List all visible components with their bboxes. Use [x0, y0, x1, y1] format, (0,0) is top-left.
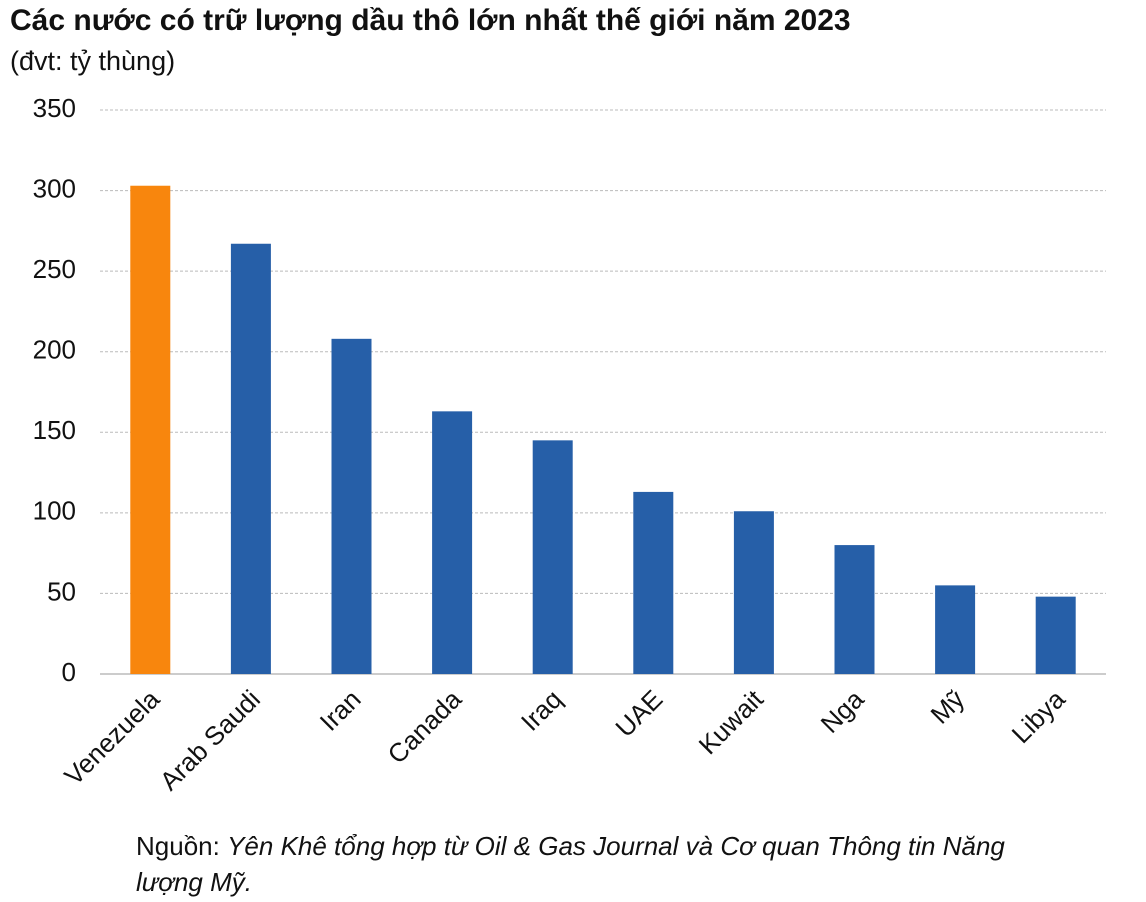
y-tick-label: 300: [33, 173, 76, 203]
bar: [935, 585, 976, 674]
x-tick-label: Nga: [815, 684, 870, 739]
bar: [834, 545, 875, 674]
x-tick-label: Kuwait: [693, 683, 770, 760]
bar: [733, 511, 774, 674]
bar: [331, 338, 372, 674]
chart-subtitle: (đvt: tỷ thùng): [10, 46, 176, 76]
bar: [532, 440, 573, 674]
y-tick-label: 100: [33, 496, 76, 526]
y-tick-label: 250: [33, 254, 76, 284]
bar: [230, 243, 271, 674]
bar: [432, 411, 473, 674]
y-tick-label: 200: [33, 335, 76, 365]
bar: [130, 185, 171, 675]
source-text: Yên Khê tổng hợp từ Oil & Gas Journal và…: [136, 831, 1005, 897]
x-tick-label: Arab Saudi: [154, 684, 266, 796]
x-tick-label: UAE: [609, 684, 668, 743]
y-tick-label: 0: [62, 657, 76, 687]
chart-title: Các nước có trữ lượng dầu thô lớn nhất t…: [10, 4, 851, 37]
y-tick-label: 350: [33, 93, 76, 123]
source-label: Nguồn:: [136, 831, 220, 861]
x-tick-label: Iran: [314, 684, 367, 737]
x-tick-label: Mỹ: [924, 684, 970, 730]
x-tick-label: Canada: [382, 684, 468, 770]
bar: [633, 491, 674, 674]
bar: [1035, 596, 1076, 674]
x-tick-label: Libya: [1006, 684, 1072, 750]
y-tick-label: 150: [33, 415, 76, 445]
x-tick-label: Venezuela: [58, 684, 165, 791]
y-tick-label: 50: [47, 576, 76, 606]
source-note: Nguồn: Yên Khê tổng hợp từ Oil & Gas Jou…: [136, 828, 1036, 900]
x-tick-label: Iraq: [515, 684, 568, 737]
